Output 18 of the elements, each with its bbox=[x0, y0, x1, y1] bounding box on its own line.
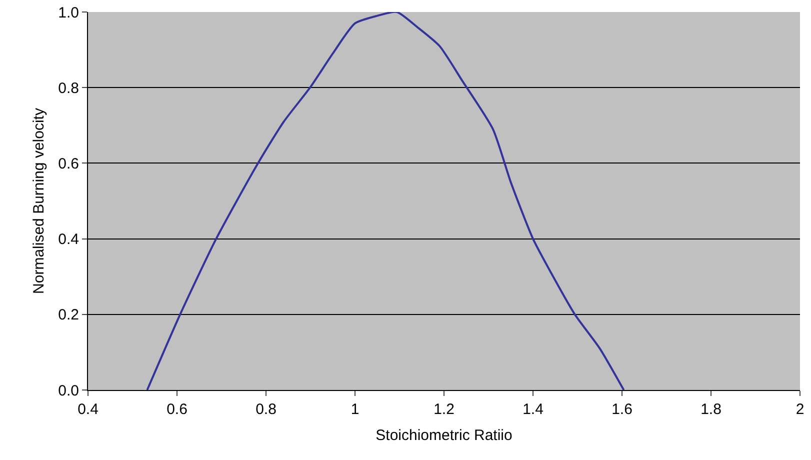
x-tick-label: 1.2 bbox=[434, 401, 454, 418]
x-axis-title: Stoichiometric Ratiio bbox=[376, 427, 512, 444]
line-series bbox=[146, 12, 625, 390]
y-tick-label: 0.6 bbox=[58, 155, 79, 172]
y-tick-label: 0.2 bbox=[58, 306, 79, 324]
y-tick-label: 0.8 bbox=[58, 80, 79, 97]
x-tick-label: 0.4 bbox=[78, 401, 98, 418]
x-tick-label: 0.8 bbox=[256, 401, 276, 418]
y-tick-label: 0.4 bbox=[58, 231, 79, 248]
y-axis-title: Normalised Burning velocity bbox=[30, 108, 48, 294]
x-tick-label: 0.6 bbox=[166, 401, 188, 418]
x-tick-label: 2 bbox=[796, 401, 804, 418]
y-tick-label: 1.0 bbox=[58, 4, 79, 22]
y-tick-label: 0.0 bbox=[58, 382, 79, 400]
x-tick-label: 1.6 bbox=[612, 401, 632, 418]
x-tick-label: 1.4 bbox=[522, 401, 544, 418]
x-tick-label: 1.8 bbox=[700, 401, 722, 418]
x-tick-label: 1 bbox=[350, 401, 360, 418]
